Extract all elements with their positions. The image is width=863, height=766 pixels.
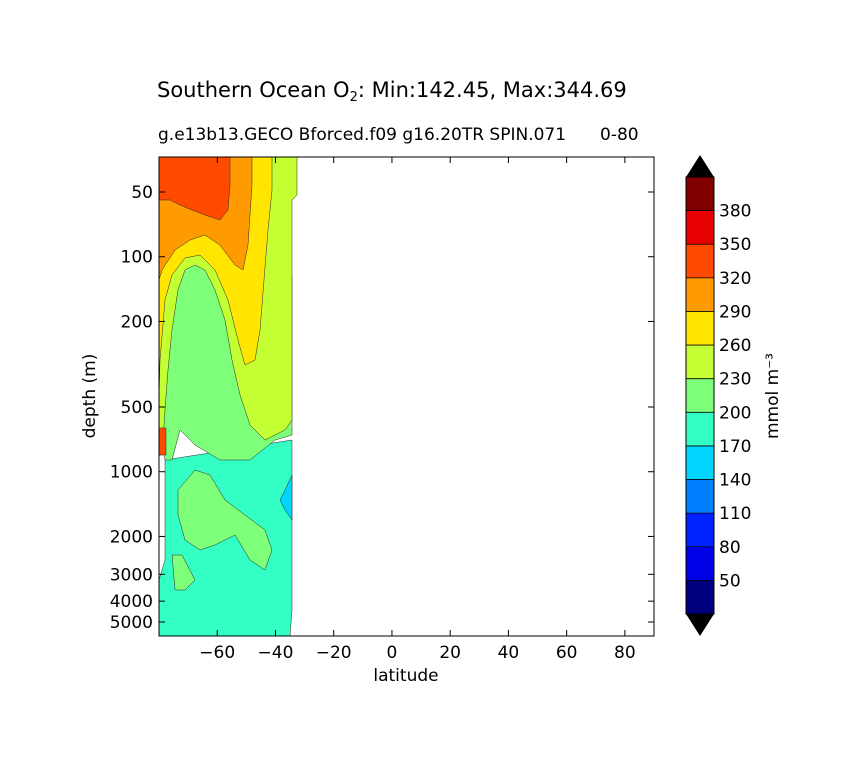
colorbar-swatch — [686, 210, 714, 245]
x-axis-ticks: −60 −40 −20 0 20 40 60 80 — [199, 157, 636, 663]
colorbar-extend-over — [686, 155, 714, 177]
contour-region-200-deep — [177, 469, 273, 571]
colorbar-tick-label: 260 — [719, 336, 751, 356]
colorbar-swatch — [686, 177, 714, 211]
plot-frame — [158, 156, 655, 637]
colorbar — [685, 155, 715, 636]
colorbar-swatch — [686, 311, 714, 346]
x-tick-label: 0 — [387, 643, 398, 663]
y-tick-label: 200 — [121, 312, 153, 332]
colorbar-tick-label: 140 — [719, 471, 751, 491]
x-tick-label: 20 — [439, 643, 461, 663]
colorbar-ticks: 50 80 110 140 170 200 230 260 290 320 350 380 — [686, 202, 751, 591]
y-tick-label: 1000 — [110, 463, 153, 483]
colorbar-swatch — [686, 277, 714, 312]
y-tick-label: 50 — [131, 183, 153, 203]
y-tick-label: 500 — [121, 398, 153, 418]
colorbar-swatch — [686, 412, 714, 446]
y-tick-label: 100 — [121, 248, 153, 268]
colorbar-tick-label: 110 — [719, 504, 751, 524]
colorbar-swatch — [686, 513, 714, 547]
x-tick-label: −60 — [199, 643, 235, 663]
x-tick-label: −40 — [258, 643, 294, 663]
colorbar-extend-under — [686, 614, 714, 636]
contour-region-140 — [279, 474, 293, 521]
colorbar-tick-label: 170 — [719, 437, 751, 457]
colorbar-label: mmol m⁻³ — [763, 353, 783, 439]
y-tick-label: 4000 — [110, 592, 153, 612]
colorbar-tick-label: 380 — [719, 202, 751, 222]
chart-subtitle: g.e13b13.GECO Bforced.f09 g16.20TR SPIN.… — [158, 125, 639, 145]
colorbar-tick-label: 320 — [719, 269, 751, 289]
contour-region-320-deep — [159, 427, 167, 456]
y-tick-label: 2000 — [110, 527, 153, 547]
colorbar-tick-label: 50 — [719, 571, 741, 591]
y-axis-label: depth (m) — [80, 354, 100, 439]
colorbar-tick-label: 200 — [719, 403, 751, 423]
x-tick-label: −20 — [316, 643, 352, 663]
contour-region-200-bottom — [171, 554, 196, 591]
contour-plot-area — [159, 157, 298, 636]
colorbar-tick-label: 290 — [719, 302, 751, 322]
chart-title: Southern Ocean O2: Min:142.45, Max:344.6… — [157, 78, 627, 105]
colorbar-swatch — [686, 378, 714, 413]
x-tick-label: 40 — [498, 643, 520, 663]
colorbar-swatch — [686, 546, 714, 581]
colorbar-swatch — [686, 345, 714, 379]
colorbar-swatch — [686, 580, 714, 614]
contour-region-320 — [159, 157, 231, 221]
y-tick-label: 3000 — [110, 565, 153, 585]
colorbar-tick-label: 80 — [719, 538, 741, 558]
colorbar-swatch — [686, 479, 714, 514]
colorbar-tick-label: 230 — [719, 370, 751, 390]
colorbar-tick-label: 350 — [719, 235, 751, 255]
x-tick-label: 60 — [556, 643, 578, 663]
y-tick-label: 5000 — [110, 613, 153, 633]
colorbar-swatch — [686, 244, 714, 278]
x-tick-label: 80 — [614, 643, 636, 663]
x-axis-label: latitude — [373, 666, 438, 686]
colorbar-swatch — [686, 445, 714, 480]
